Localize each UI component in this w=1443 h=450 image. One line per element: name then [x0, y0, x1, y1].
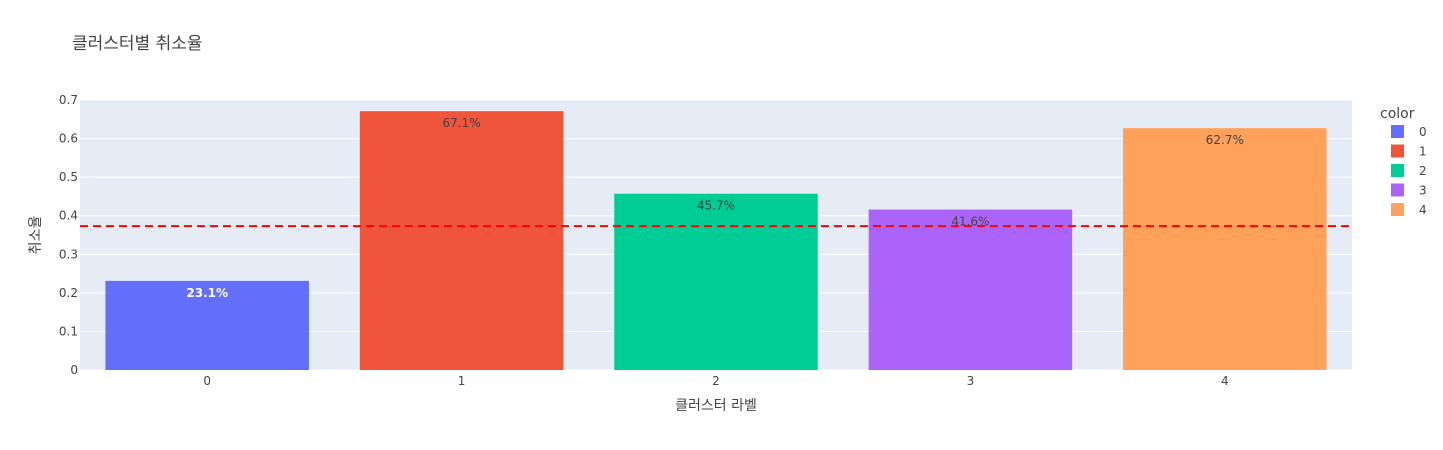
bar-data-label: 67.1%: [443, 116, 481, 130]
legend-item-label[interactable]: 1: [1419, 145, 1427, 159]
y-tick-label: 0.1: [59, 324, 78, 338]
x-tick-label: 2: [712, 374, 720, 388]
x-tick-label: 4: [1221, 374, 1229, 388]
y-tick-label: 0.5: [59, 170, 78, 184]
legend-swatch: [1391, 125, 1404, 138]
legend-title: color: [1380, 106, 1415, 122]
bar-cluster-1[interactable]: [360, 111, 564, 370]
x-tick-label: 3: [967, 374, 975, 388]
y-axis-label: 취소율: [28, 216, 44, 255]
chart-title: 클러스터별 취소율: [72, 34, 203, 54]
x-tick-label: 1: [458, 374, 466, 388]
y-tick-label: 0.2: [59, 286, 78, 300]
y-tick-label: 0.3: [59, 247, 78, 261]
legend-swatch: [1391, 203, 1404, 216]
legend-item-label[interactable]: 4: [1419, 203, 1427, 217]
bar-cluster-4[interactable]: [1123, 128, 1327, 370]
legend-item-label[interactable]: 2: [1419, 164, 1427, 178]
y-tick-label: 0.7: [59, 93, 78, 107]
bar-data-label: 45.7%: [697, 199, 735, 213]
legend-swatch: [1391, 145, 1404, 158]
x-axis-ticks: 0 1 2 3 4: [203, 374, 1228, 388]
legend-item-label[interactable]: 0: [1419, 125, 1427, 139]
legend-swatch: [1391, 164, 1404, 177]
y-axis-ticks: 0 0.1 0.2 0.3 0.4 0.5 0.6 0.7: [59, 93, 78, 377]
y-tick-label: 0.4: [59, 209, 78, 223]
y-tick-label: 0.6: [59, 132, 78, 146]
legend-item-label[interactable]: 3: [1419, 184, 1427, 198]
x-axis-label: 클러스터 라벨: [675, 398, 757, 414]
bar-data-label: 62.7%: [1206, 133, 1244, 147]
legend-items: 0 1 2 3 4: [1391, 125, 1427, 217]
legend-swatch: [1391, 184, 1404, 197]
bar-cluster-2[interactable]: [614, 194, 818, 370]
x-tick-label: 0: [203, 374, 211, 388]
y-tick-label: 0: [70, 363, 78, 377]
bar-cluster-3[interactable]: [869, 210, 1073, 370]
legend[interactable]: color 0 1 2 3 4: [1380, 106, 1427, 217]
bar-data-label: 23.1%: [186, 286, 228, 300]
